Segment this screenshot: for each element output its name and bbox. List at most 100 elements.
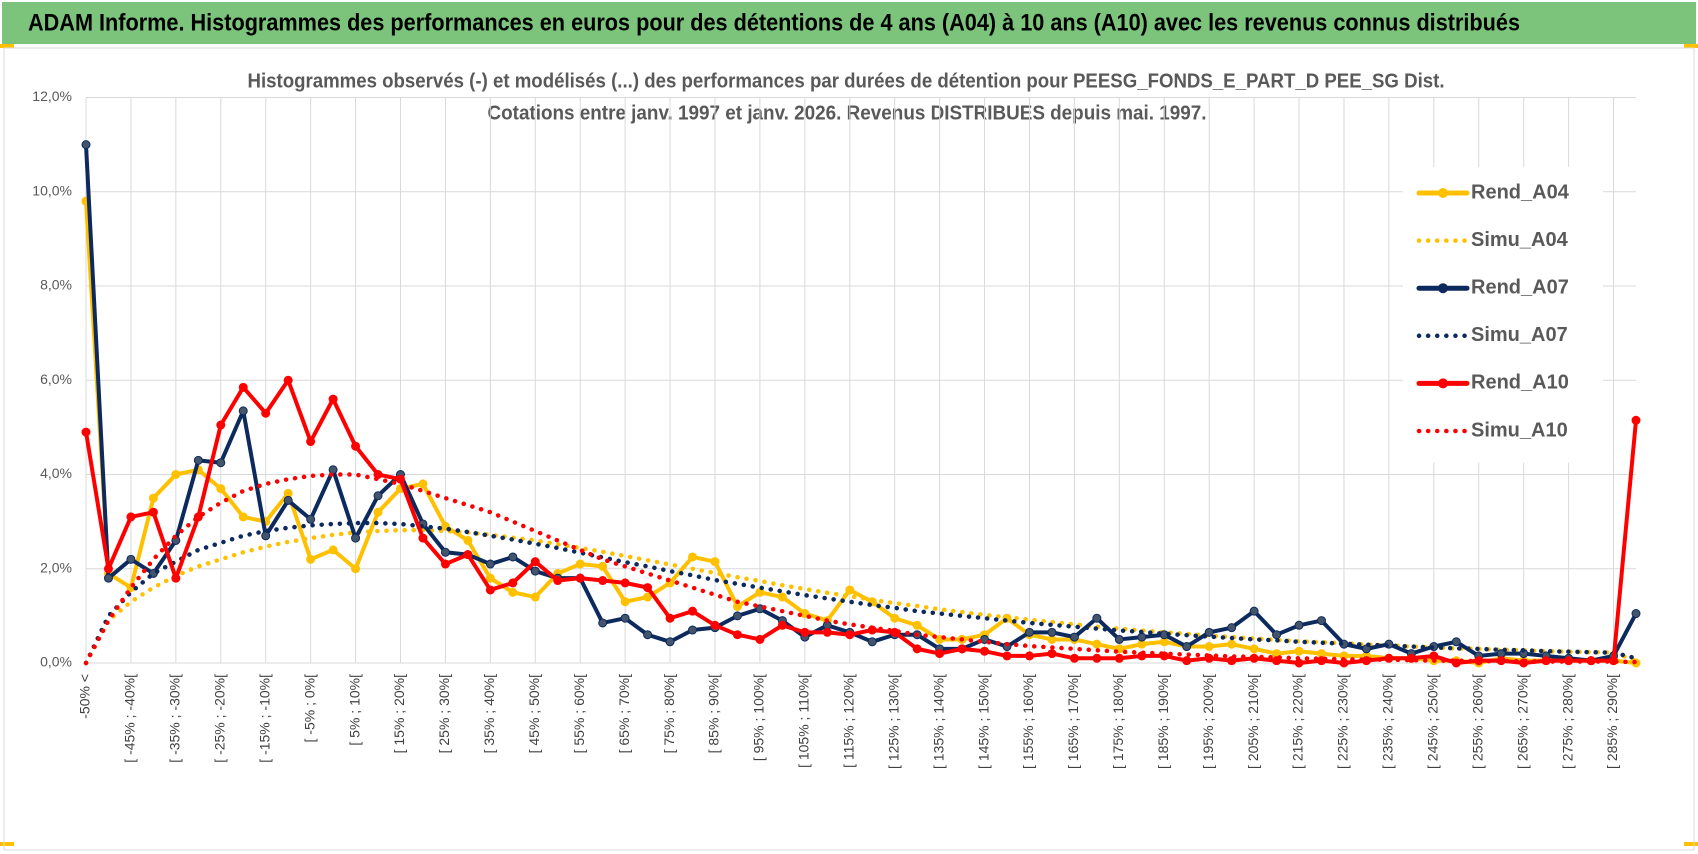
point-marker <box>126 554 136 564</box>
point-marker <box>81 427 91 437</box>
x-tick-label: [ 5% ; 10%[ <box>346 674 362 746</box>
point-marker <box>261 408 271 418</box>
point-marker <box>485 573 495 583</box>
point-marker <box>440 547 450 557</box>
point-marker <box>575 573 585 583</box>
x-tick-label: [ 205% ; 210%[ <box>1245 674 1261 769</box>
point-marker <box>935 649 945 659</box>
point-marker <box>1227 639 1237 649</box>
x-tick-label: [ 255% ; 260%[ <box>1469 674 1485 769</box>
point-marker <box>1249 644 1259 654</box>
point-marker <box>485 559 495 569</box>
legend-label: Simu_A04 <box>1471 229 1569 251</box>
point-marker <box>710 557 720 567</box>
point-marker <box>395 474 405 484</box>
point-marker <box>1317 616 1327 626</box>
point-marker <box>620 613 630 623</box>
point-marker <box>598 561 608 571</box>
y-tick-label: 0,0% <box>40 654 72 670</box>
point-marker <box>912 620 922 630</box>
y-tick-label: 12,0% <box>32 88 72 104</box>
point-marker <box>351 533 361 543</box>
x-tick-label: [ -25% ; -20%[ <box>211 674 227 763</box>
x-tick-label: [ 285% ; 290%[ <box>1604 674 1620 769</box>
point-marker <box>171 573 181 583</box>
legend-label: Simu_A07 <box>1471 324 1568 346</box>
legend-box <box>1403 167 1603 463</box>
x-tick-label: [ 265% ; 270%[ <box>1514 674 1530 769</box>
point-marker <box>103 573 113 583</box>
point-marker <box>508 552 518 562</box>
point-marker <box>238 382 248 392</box>
point-marker <box>1294 646 1304 656</box>
point-marker <box>216 420 226 430</box>
y-tick-label: 10,0% <box>32 182 72 198</box>
x-tick-label: [ 125% ; 130%[ <box>885 674 901 769</box>
point-marker <box>777 620 787 630</box>
point-marker <box>283 375 293 385</box>
point-marker <box>418 479 428 489</box>
point-marker <box>800 627 810 637</box>
point-marker <box>261 531 271 541</box>
point-marker <box>126 512 136 522</box>
point-marker <box>1069 632 1079 642</box>
point-marker <box>1047 627 1057 637</box>
point-marker <box>530 566 540 576</box>
point-marker <box>1294 620 1304 630</box>
point-marker <box>665 613 675 623</box>
point-marker <box>575 559 585 569</box>
point-marker <box>306 514 316 524</box>
point-marker <box>1204 642 1214 652</box>
point-marker <box>193 455 203 465</box>
point-marker <box>598 576 608 586</box>
legend-marker <box>1438 283 1448 294</box>
corner-mark <box>1684 44 1698 48</box>
point-marker <box>553 576 563 586</box>
point-marker <box>732 630 742 640</box>
point-marker <box>1092 653 1102 663</box>
point-marker <box>1069 653 1079 663</box>
x-tick-label: [ 15% ; 20%[ <box>391 674 407 753</box>
x-tick-label: [ -5% ; 0%[ <box>301 674 317 743</box>
point-marker <box>620 597 630 607</box>
point-marker <box>1451 637 1461 647</box>
point-marker <box>328 545 338 555</box>
point-marker <box>688 625 698 635</box>
y-tick-label: 2,0% <box>40 559 72 575</box>
point-marker <box>1272 630 1282 640</box>
point-marker <box>777 592 787 602</box>
x-tick-label: [ 105% ; 110%[ <box>796 674 812 768</box>
point-marker <box>463 550 473 560</box>
corner-mark <box>0 842 14 846</box>
point-marker <box>216 458 226 468</box>
chart-title: Histogrammes observés (-) et modélisés (… <box>248 70 1445 92</box>
point-marker <box>283 495 293 505</box>
x-tick-label: [ 275% ; 280%[ <box>1559 674 1575 769</box>
point-marker <box>1024 627 1034 637</box>
point-marker <box>957 644 967 654</box>
x-tick-label: [ 75% ; 80%[ <box>661 674 677 753</box>
point-marker <box>81 140 91 150</box>
point-marker <box>1227 623 1237 633</box>
point-marker <box>1092 639 1102 649</box>
x-tick-label: [ 95% ; 100%[ <box>751 674 767 761</box>
point-marker <box>306 437 316 447</box>
point-marker <box>216 484 226 494</box>
x-tick-label: [ 25% ; 30%[ <box>436 674 452 753</box>
x-tick-label: [ 55% ; 60%[ <box>571 674 587 753</box>
point-marker <box>1631 415 1641 425</box>
x-tick-label: [ 115% ; 120%[ <box>840 674 856 768</box>
x-tick-label: [ 195% ; 200%[ <box>1200 674 1216 769</box>
x-tick-label: [ 35% ; 40%[ <box>481 674 497 753</box>
page-title: ADAM Informe. Histogrammes des performan… <box>28 9 1520 36</box>
x-tick-label: [ 135% ; 140%[ <box>930 674 946 769</box>
x-tick-label: [ -35% ; -30%[ <box>167 674 183 763</box>
point-marker <box>598 618 608 628</box>
point-marker <box>867 637 877 647</box>
x-tick-label: [ 185% ; 190%[ <box>1155 674 1171 769</box>
point-marker <box>148 507 158 517</box>
point-marker <box>171 470 181 479</box>
x-tick-label: [ 235% ; 240%[ <box>1380 674 1396 769</box>
series-line <box>84 199 1638 665</box>
point-marker <box>306 554 316 564</box>
